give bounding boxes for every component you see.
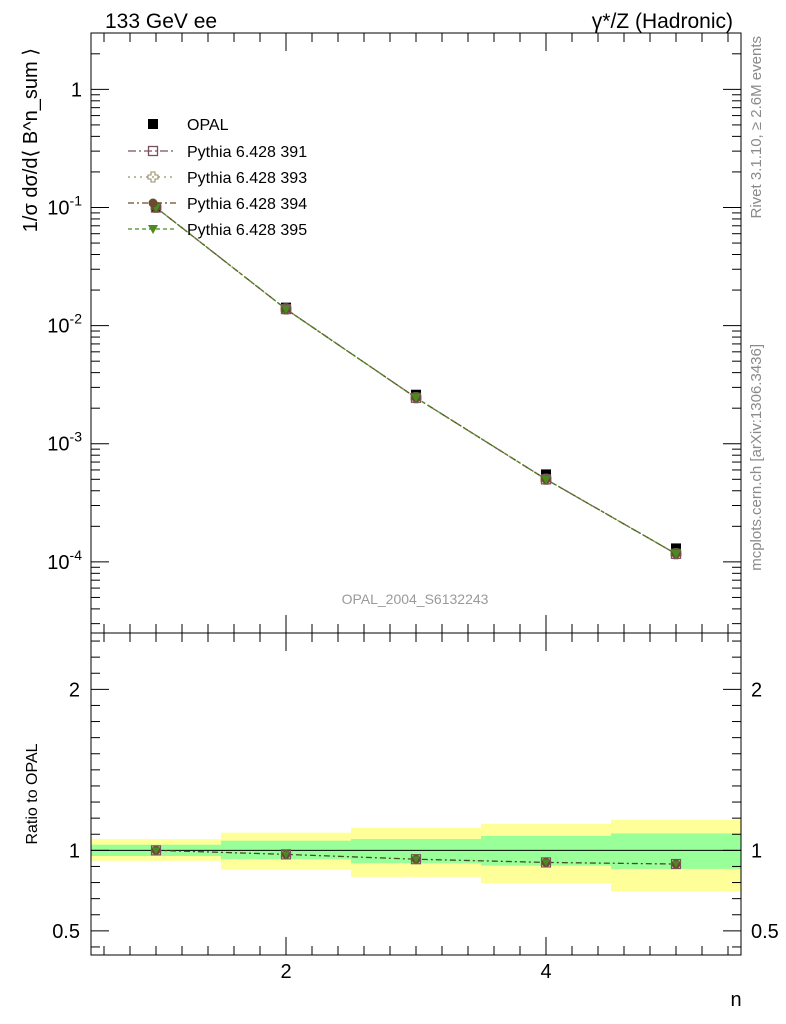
x-tick-label: 4	[540, 961, 551, 983]
mc-point-4	[281, 305, 291, 315]
main-y-axis-label: 1/σ dσ/d⟨ B^n_sum ⟩	[20, 48, 42, 232]
ratio-point	[540, 857, 552, 868]
ratio-point	[412, 856, 420, 864]
mc-line-4	[155, 206, 677, 555]
main-axis-ticks: 10-4 10-3 10-2 10-1 1	[47, 32, 741, 633]
ratio-y-tick-label: 0.5	[52, 921, 80, 943]
legend-marker-opal	[148, 119, 158, 129]
legend-label: Pythia 6.428 394	[187, 196, 307, 213]
ratio-point	[150, 845, 162, 856]
y-tick-label: 1	[71, 79, 82, 101]
y-tick-label: 10-4	[47, 547, 82, 574]
ratio-y-tick-label: 1	[69, 840, 80, 862]
legend-marker	[147, 171, 159, 183]
ratio-axis-ticks: 0.5 0.5 1 1 2 2 2 4	[52, 633, 779, 983]
ratio-line	[155, 849, 677, 865]
legend-marker	[148, 225, 158, 234]
ratio-point	[282, 851, 290, 859]
legend-label: Pythia 6.428 393	[187, 170, 307, 187]
legend-label: OPAL	[187, 117, 229, 134]
ratio-y-tick-label-right: 2	[751, 679, 762, 701]
ratio-point	[670, 858, 682, 870]
ratio-point	[152, 847, 160, 855]
analysis-label: OPAL_2004_S6132243	[342, 591, 489, 607]
ratio-y-tick-label-right: 1	[751, 840, 762, 862]
ratio-point	[280, 849, 292, 860]
x-axis-label: n	[730, 989, 741, 1011]
ratio-point	[672, 861, 680, 869]
header-right-title: γ*/Z (Hadronic)	[592, 10, 733, 33]
ratio-frame	[90, 632, 742, 956]
source-label: mcplots.cern.ch [arXiv:1306.3436]	[748, 344, 765, 571]
mc-line-1	[155, 206, 677, 555]
header-left-title: 133 GeV ee	[105, 10, 217, 33]
ratio-series-layer	[150, 845, 682, 870]
mc-line-2	[155, 206, 677, 555]
mc-line-3	[155, 206, 677, 555]
main-series-layer	[150, 201, 682, 560]
ratio-y-tick-label-right: 0.5	[751, 921, 779, 943]
mc-point-4	[411, 393, 421, 403]
mc-point-4	[671, 549, 681, 559]
legend-marker	[148, 198, 158, 208]
ratio-y-tick-label: 2	[69, 679, 80, 701]
legend-label: Pythia 6.428 391	[187, 144, 307, 161]
rivet-version-label: Rivet 3.1.10, ≥ 2.6M events	[748, 36, 765, 219]
legend-label: Pythia 6.428 395	[187, 222, 307, 239]
main-panel: 10-4 10-3 10-2 10-1 1 OPAL_2004_S6132243 1/σ…	[20, 32, 742, 634]
y-tick-label: 10-1	[47, 192, 82, 219]
ratio-point	[542, 859, 550, 867]
legend-marker	[147, 145, 159, 157]
x-tick-label: 2	[280, 961, 291, 983]
ratio-panel: 0.5 0.5 1 1 2 2 2 4 Ratio to OPAL n	[24, 632, 779, 1011]
y-tick-label: 10-3	[47, 429, 82, 456]
y-tick-label: 10-2	[47, 311, 82, 338]
ratio-y-axis-label: Ratio to OPAL	[24, 743, 41, 844]
legend: OPAL Pythia 6.428 391 Pythia 6.428 393 Pyth…	[128, 117, 307, 239]
ratio-point	[410, 854, 422, 865]
mc-point-4	[541, 475, 551, 485]
